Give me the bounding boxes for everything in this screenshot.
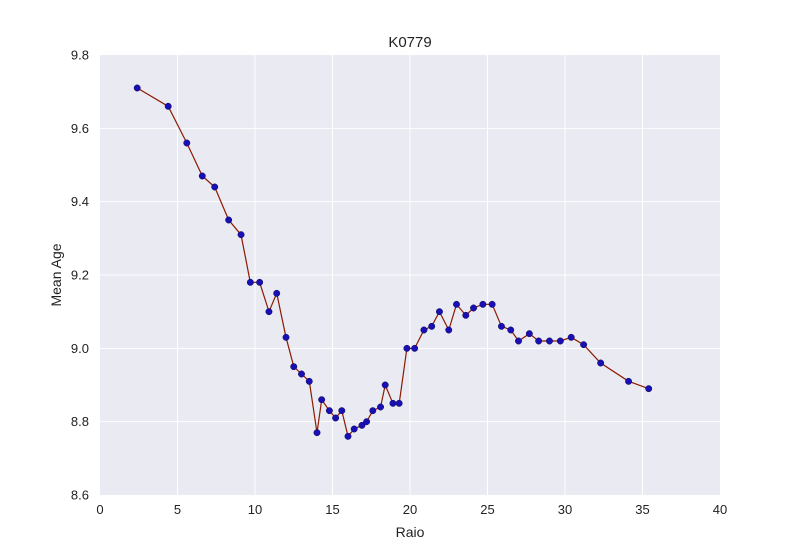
- data-point: [225, 216, 233, 224]
- x-axis-ticks: 0 5 10 15 20 25 30 35 40: [96, 502, 727, 517]
- data-point: [525, 330, 533, 338]
- data-point: [237, 231, 245, 239]
- series-line: [136, 87, 649, 438]
- y-tick-label: 8.8: [71, 414, 89, 429]
- data-point: [338, 407, 346, 415]
- data-point: [332, 414, 340, 422]
- grid: [100, 55, 720, 495]
- y-tick-label: 8.6: [71, 488, 89, 503]
- data-point: [436, 308, 443, 316]
- chart-title: K0779: [388, 34, 431, 51]
- data-point: [290, 363, 298, 371]
- y-tick-label: 9.2: [71, 268, 89, 283]
- data-point: [325, 407, 333, 415]
- data-point: [211, 183, 219, 191]
- data-point: [164, 102, 172, 110]
- data-point: [282, 333, 290, 341]
- data-point: [363, 418, 371, 426]
- data-point: [507, 326, 515, 334]
- x-tick-label: 15: [325, 502, 339, 517]
- data-point: [403, 344, 411, 352]
- data-point: [580, 341, 588, 349]
- data-point: [428, 322, 436, 330]
- series-layer: [133, 84, 653, 440]
- y-tick-label: 9.6: [71, 121, 89, 136]
- data-point: [358, 421, 366, 429]
- y-tick-label: 9.0: [71, 341, 89, 356]
- y-axis-ticks: 8.6 8.8 9.0 9.2 9.4 9.6 9.8: [71, 48, 89, 503]
- data-point: [453, 300, 460, 308]
- data-point: [273, 289, 281, 297]
- data-point: [462, 311, 470, 319]
- data-point: [198, 172, 206, 180]
- data-point: [313, 429, 321, 437]
- data-point: [597, 359, 605, 367]
- data-point: [625, 377, 632, 385]
- data-point: [645, 385, 653, 393]
- data-point: [183, 139, 191, 147]
- y-tick-label: 9.4: [71, 194, 89, 209]
- x-tick-label: 10: [248, 502, 262, 517]
- data-point: [546, 337, 553, 345]
- data-point: [265, 308, 273, 316]
- data-point: [488, 300, 496, 308]
- data-point: [411, 344, 419, 352]
- data-point: [318, 396, 326, 404]
- x-axis-label: Raio: [396, 524, 425, 540]
- data-point: [377, 403, 384, 411]
- data-point: [420, 326, 428, 334]
- data-point: [535, 337, 543, 345]
- x-tick-label: 40: [713, 502, 727, 517]
- data-point: [369, 407, 377, 415]
- data-point: [470, 304, 477, 312]
- data-point: [344, 432, 352, 440]
- data-point: [133, 84, 141, 92]
- x-tick-label: 5: [174, 502, 181, 517]
- data-point: [567, 333, 575, 341]
- data-point: [556, 337, 564, 345]
- data-point: [515, 337, 522, 345]
- x-tick-label: 0: [96, 502, 103, 517]
- data-point: [350, 425, 358, 433]
- data-point: [445, 326, 453, 334]
- data-point: [298, 370, 305, 378]
- x-tick-label: 20: [403, 502, 417, 517]
- y-tick-label: 9.8: [71, 48, 89, 63]
- x-tick-label: 35: [635, 502, 649, 517]
- y-axis-label: Mean Age: [48, 243, 64, 306]
- data-point: [256, 278, 264, 286]
- data-point: [479, 300, 487, 308]
- x-tick-label: 30: [558, 502, 572, 517]
- data-point: [395, 399, 403, 407]
- data-point: [498, 322, 505, 330]
- data-point: [381, 381, 389, 389]
- data-point: [305, 377, 313, 385]
- data-point: [389, 399, 397, 407]
- data-point: [246, 278, 254, 286]
- x-tick-label: 25: [480, 502, 494, 517]
